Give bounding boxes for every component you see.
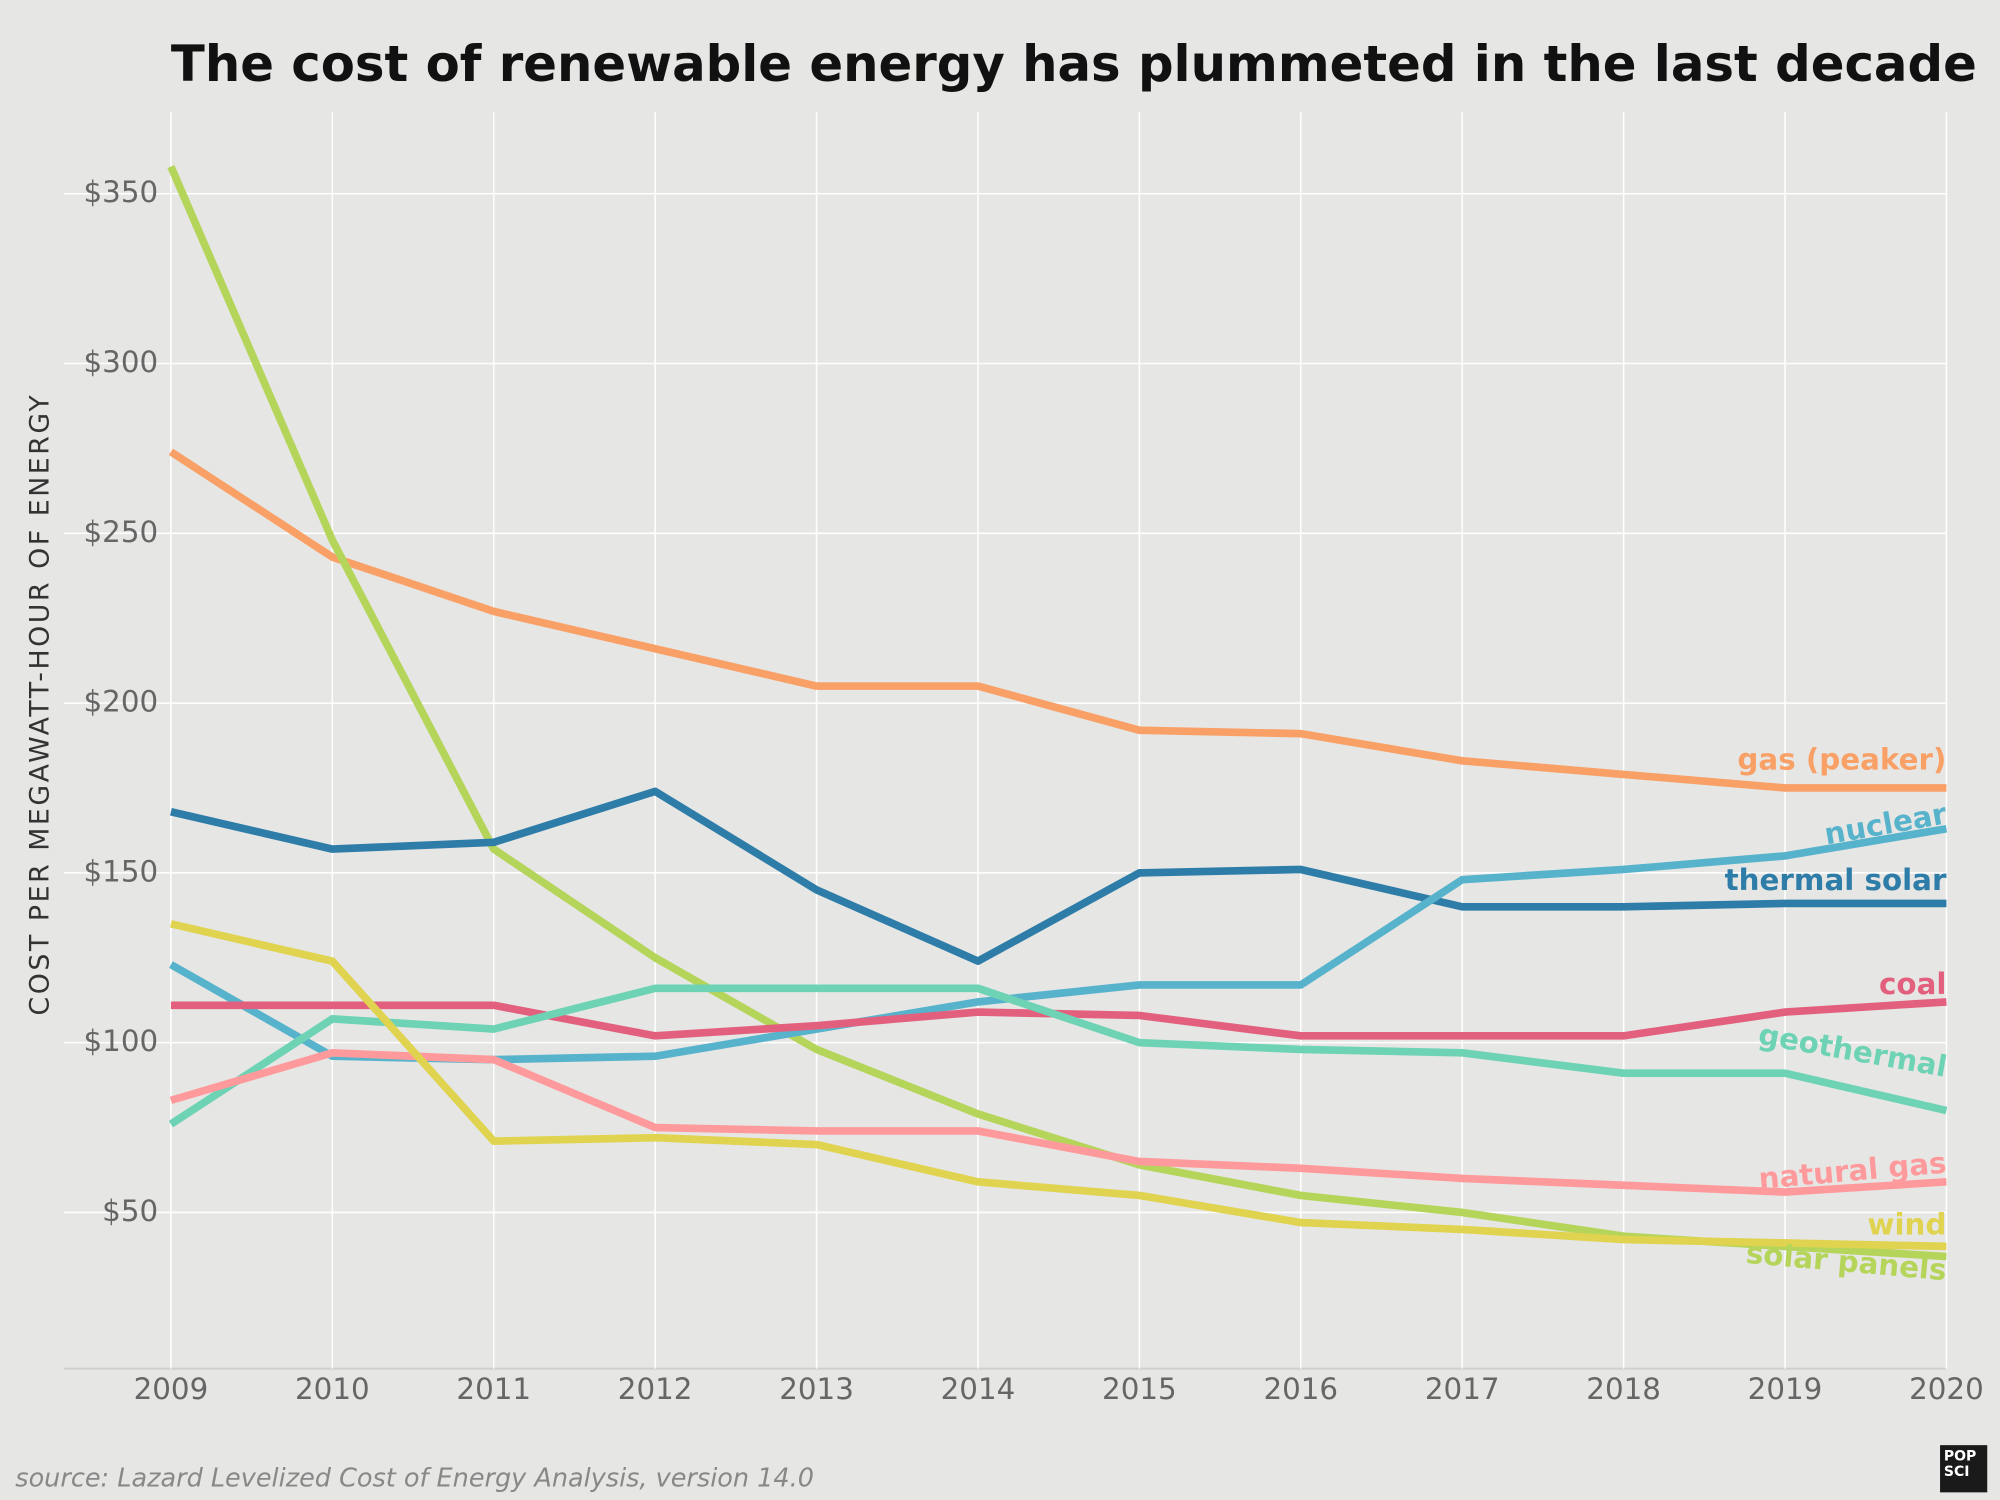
series-line xyxy=(168,984,1948,1128)
source: source: Lazard Levelized Cost of Energy … xyxy=(15,1464,814,1494)
logo: SCI xyxy=(1944,1464,1970,1480)
y-tick-label: $100 xyxy=(84,1024,159,1058)
chart-title: The cost of renewable energy has plummet… xyxy=(171,35,1977,93)
x-tick-label: 2014 xyxy=(941,1372,1016,1406)
x-tick-label: 2018 xyxy=(1586,1372,1661,1406)
x-tick-label: 2010 xyxy=(295,1372,370,1406)
y-tick-label: $300 xyxy=(84,345,159,379)
x-tick-label: 2017 xyxy=(1425,1372,1500,1406)
series-label: wind xyxy=(1867,1207,1946,1241)
x-tick-label: 2016 xyxy=(1263,1372,1338,1406)
x-tick-label: 2020 xyxy=(1909,1372,1984,1406)
series-label: thermal solar xyxy=(1725,863,1947,897)
series-line xyxy=(170,787,1947,965)
y-tick-label: $150 xyxy=(84,854,159,888)
series-line xyxy=(169,1049,1947,1196)
x-tick-label: 2013 xyxy=(779,1372,854,1406)
y-tick-label: $200 xyxy=(84,685,159,719)
x-tick-label: 2009 xyxy=(134,1372,209,1406)
series-line xyxy=(170,920,1947,1251)
series-label: gas (peaker) xyxy=(1737,743,1946,777)
logo: POP xyxy=(1944,1449,1976,1465)
x-tick-label: 2012 xyxy=(618,1372,693,1406)
y-tick-label: $50 xyxy=(102,1194,158,1228)
logo-box xyxy=(1940,1445,1988,1493)
y-tick-label: $350 xyxy=(84,175,159,209)
x-tick-label: 2011 xyxy=(456,1372,531,1406)
x-tick-label: 2015 xyxy=(1102,1372,1177,1406)
y-tick-label: $250 xyxy=(84,515,159,549)
series-line xyxy=(168,448,1947,792)
x-tick-label: 2019 xyxy=(1748,1372,1823,1406)
y-axis-label: COST PER MEGAWATT-HOUR OF ENERGY xyxy=(24,393,55,1016)
series-label: coal xyxy=(1879,967,1946,1001)
